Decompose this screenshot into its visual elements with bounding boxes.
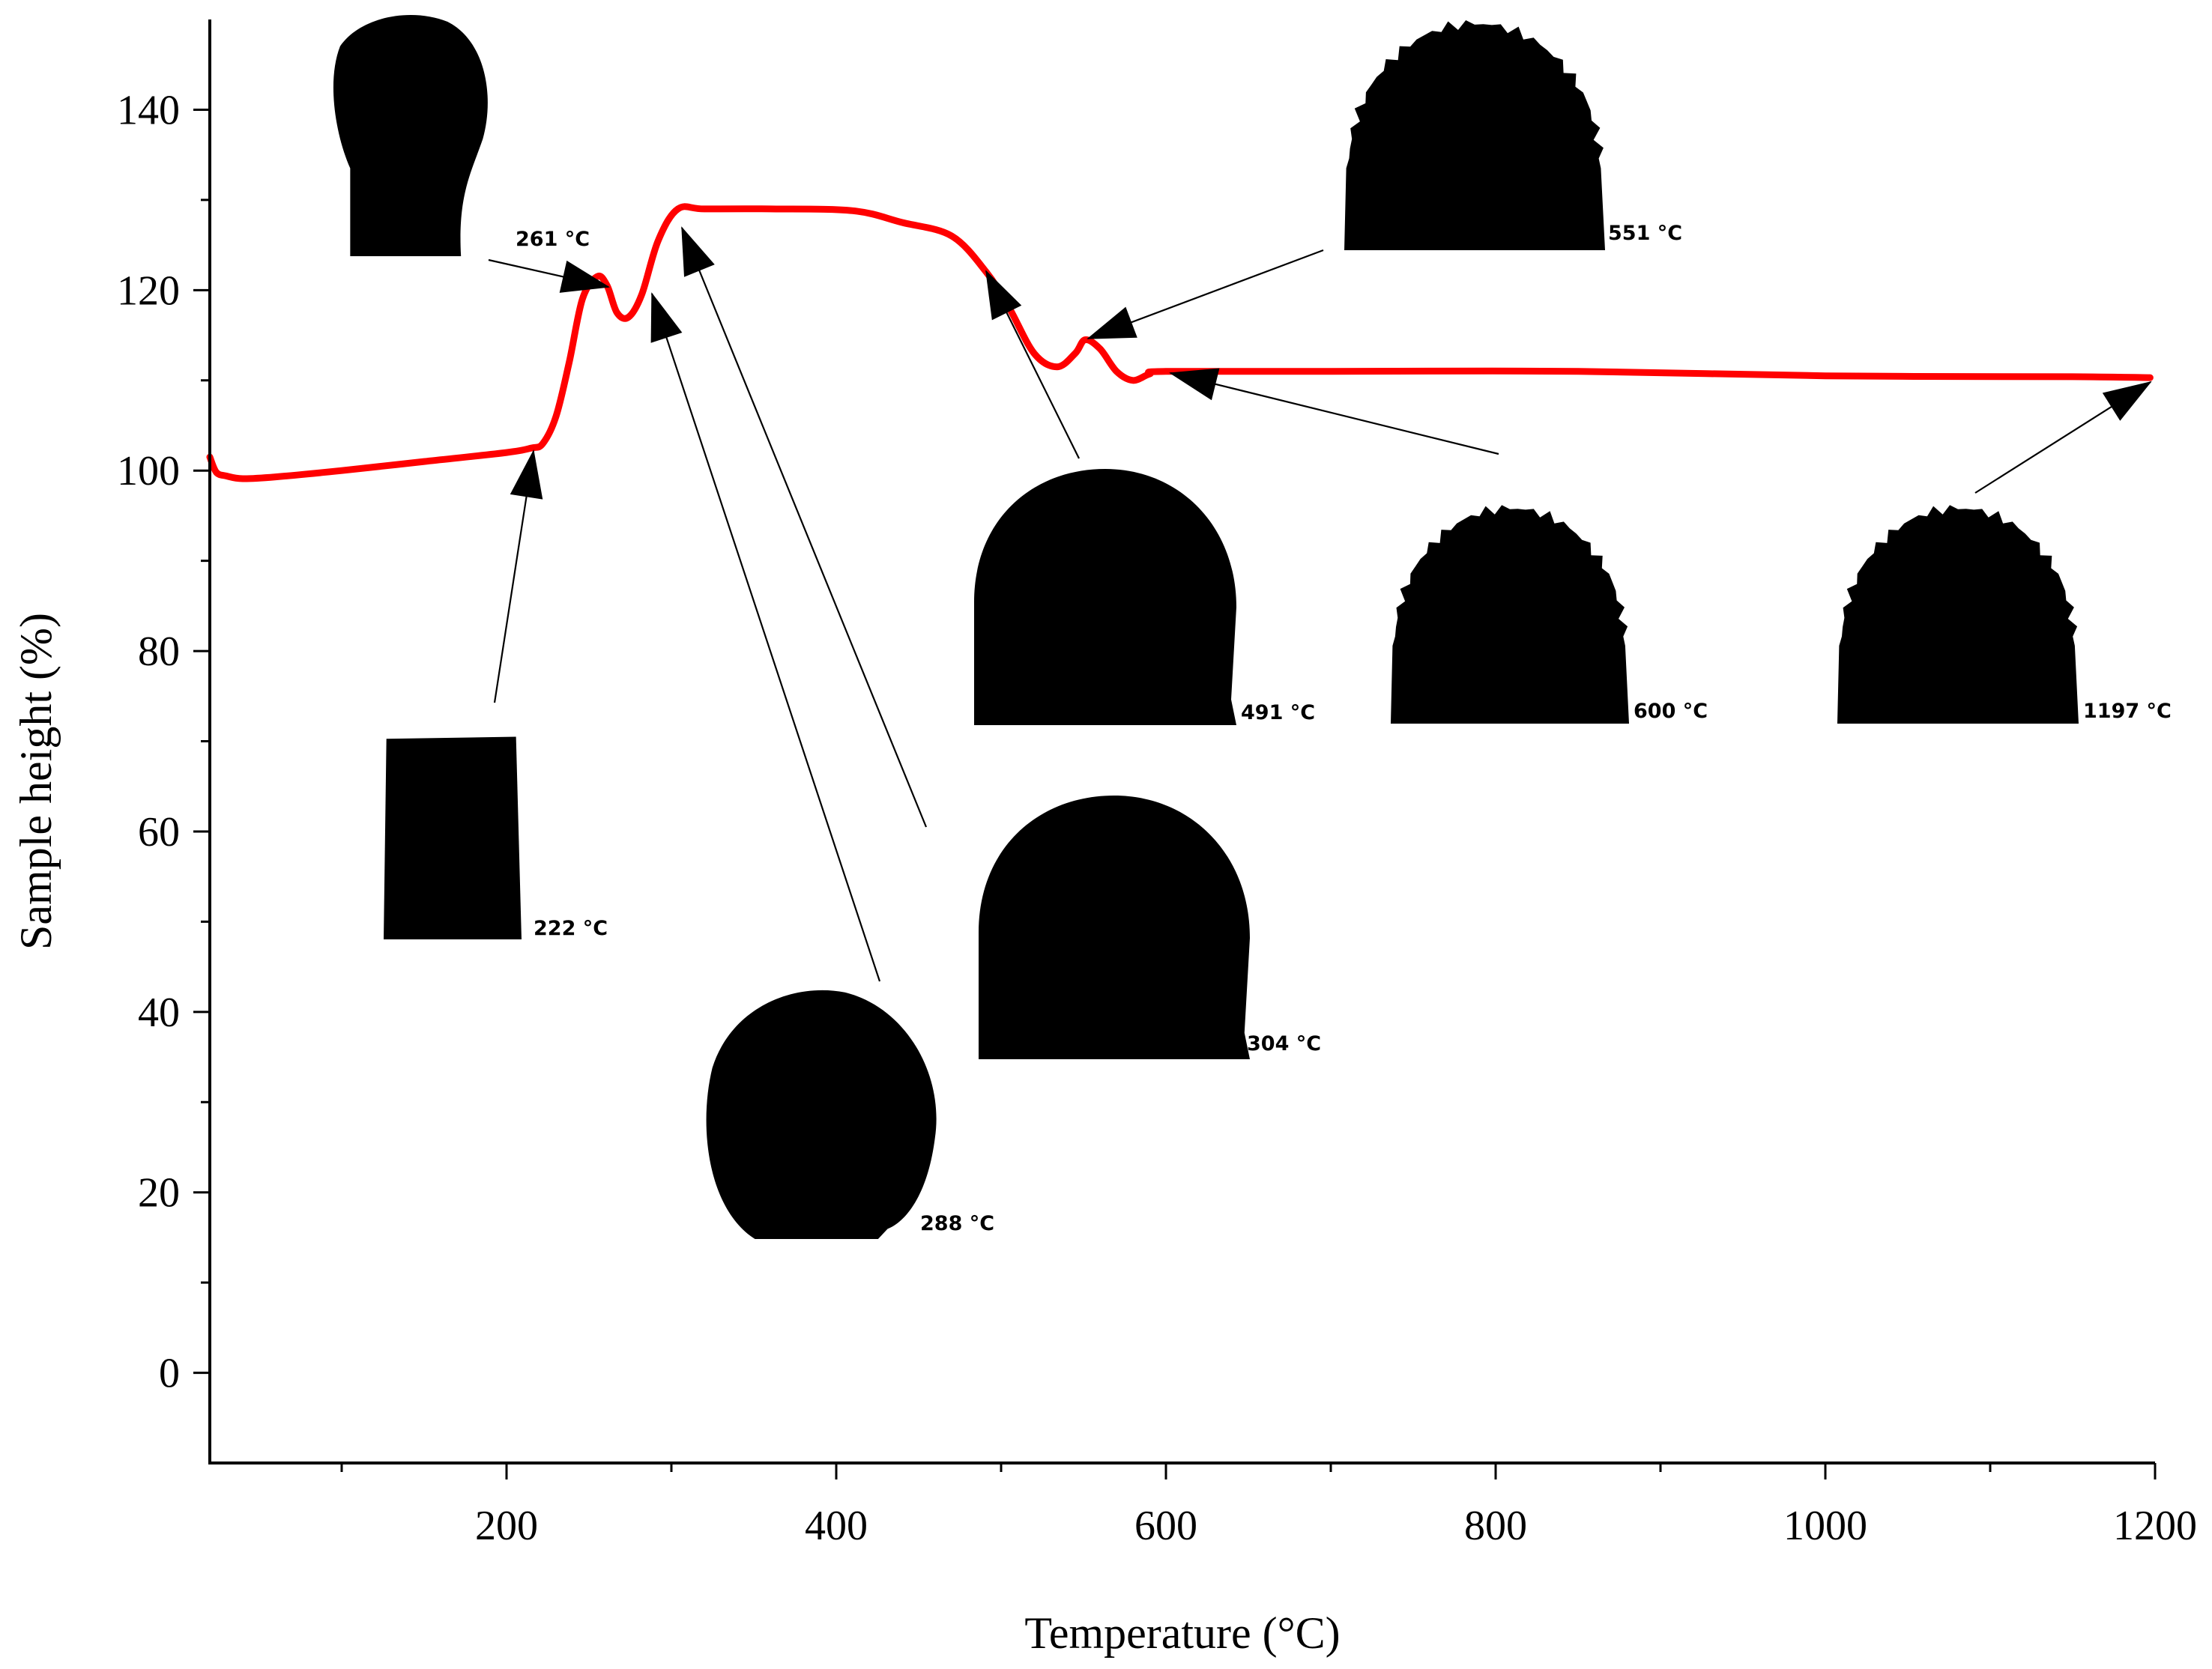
inset-annotation: 551 °C	[1087, 20, 1682, 340]
inset-annotation: 304 °C	[680, 226, 1321, 1059]
sample-silhouette	[706, 990, 937, 1239]
inset-annotation: 600 °C	[1169, 368, 1708, 724]
inset-temperature-label: 551 °C	[1608, 222, 1682, 245]
inset-temperature-label: 261 °C	[516, 228, 590, 251]
x-tick-label: 200	[475, 1503, 538, 1549]
sample-silhouette	[1344, 20, 1605, 250]
plot-area	[206, 203, 2154, 482]
pointer-arrow	[488, 258, 610, 293]
y-tick-label: 20	[138, 1170, 180, 1217]
sample-silhouette	[1391, 505, 1629, 724]
sample-silhouette	[974, 469, 1236, 725]
inset-temperature-label: 600 °C	[1634, 700, 1708, 723]
x-ticks: 200 400 600 800 1000 1200	[340, 1463, 2197, 1549]
sample-silhouette	[333, 15, 488, 256]
y-tick-label: 40	[138, 990, 180, 1036]
y-axis-title: Sample height (%)	[11, 613, 61, 950]
pointer-arrow	[1169, 368, 1499, 455]
y-tick-label: 100	[117, 448, 180, 494]
inset-temperature-label: 222 °C	[534, 917, 608, 940]
sample-silhouette	[979, 796, 1250, 1059]
x-axis-title: Temperature (°C)	[1024, 1608, 1340, 1658]
x-axis: 200 400 600 800 1000 1200	[208, 1461, 2197, 1549]
inset-annotation: 261 °C	[333, 15, 610, 293]
y-axis: 0 20 40 60 80 100 120 140	[117, 19, 211, 1463]
sample-silhouette	[384, 736, 522, 939]
y-ticks: 0 20 40 60 80 100 120 140	[117, 87, 210, 1397]
x-tick-label: 400	[805, 1503, 868, 1549]
y-tick-label: 120	[117, 267, 180, 314]
annotation-layer: 222 °C 261 °C 288 °C 304 °C 491 °C 551 °C 600 …	[333, 15, 2172, 1239]
data-line	[206, 203, 2154, 482]
y-tick-label: 80	[138, 628, 180, 675]
x-tick-label: 1200	[2113, 1503, 2197, 1549]
x-tick-label: 1000	[1783, 1503, 1867, 1549]
sample-silhouette	[1837, 505, 2079, 724]
inset-annotation: 1197 °C	[1837, 381, 2172, 724]
inset-annotation: 288 °C	[650, 292, 994, 1239]
y-tick-label: 60	[138, 809, 180, 855]
inset-temperature-label: 304 °C	[1247, 1032, 1321, 1055]
inset-temperature-label: 1197 °C	[2083, 700, 2172, 723]
inset-annotation: 491 °C	[974, 270, 1315, 725]
pointer-arrow	[1974, 381, 2152, 494]
x-tick-label: 600	[1134, 1503, 1197, 1549]
pointer-arrow	[985, 270, 1080, 459]
inset-temperature-label: 491 °C	[1241, 701, 1315, 724]
x-tick-label: 800	[1464, 1503, 1527, 1549]
y-tick-label: 0	[159, 1351, 180, 1397]
inset-annotation: 222 °C	[384, 449, 608, 940]
pointer-arrow	[650, 292, 881, 982]
inset-temperature-label: 288 °C	[920, 1212, 994, 1235]
pointer-arrow	[1087, 249, 1324, 340]
y-tick-label: 140	[117, 87, 180, 133]
pointer-arrow	[493, 449, 543, 703]
pointer-arrow	[680, 226, 928, 828]
